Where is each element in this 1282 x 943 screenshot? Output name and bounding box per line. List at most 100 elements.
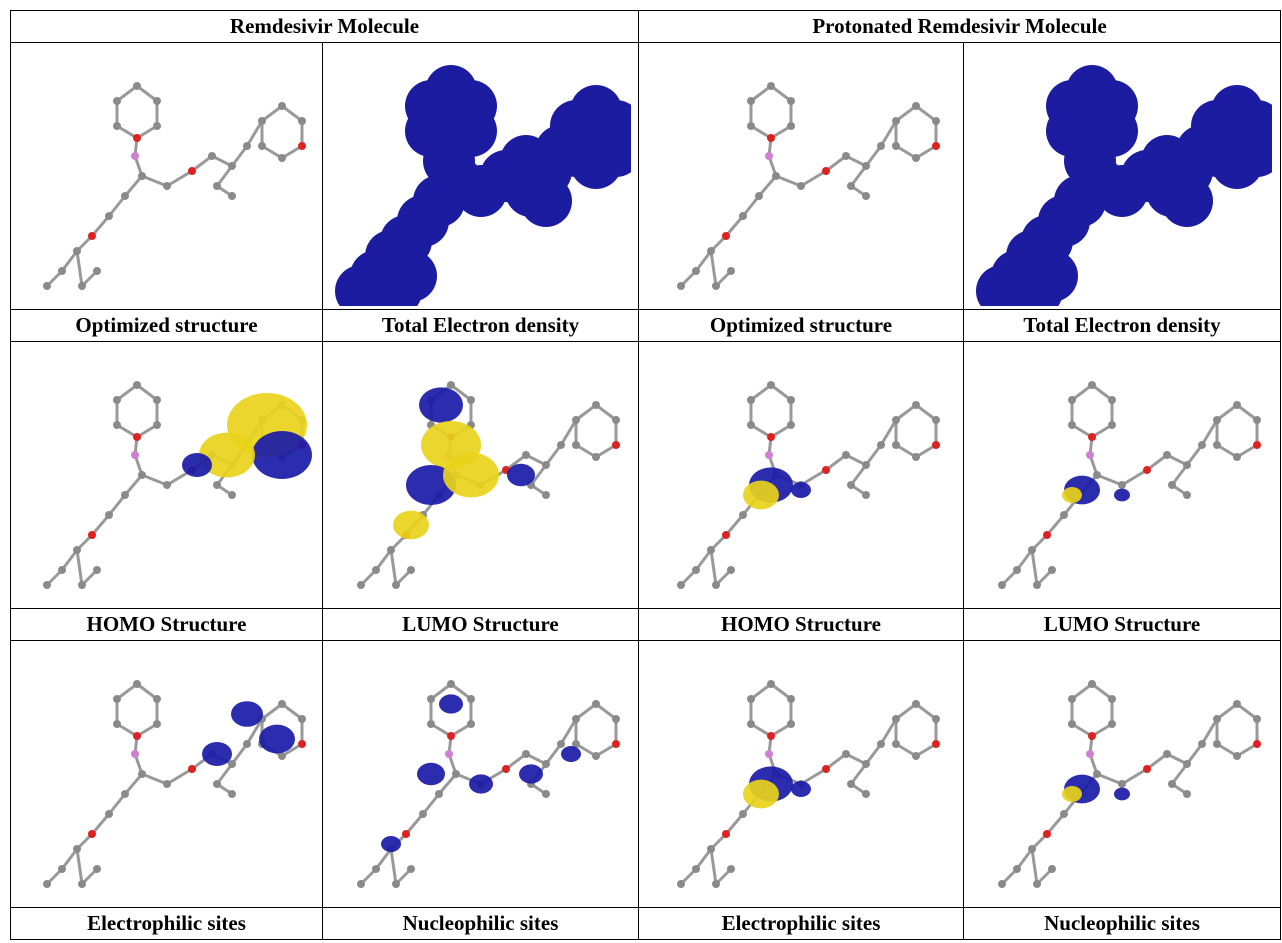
atom — [1233, 700, 1241, 708]
atom — [862, 192, 870, 200]
atom — [727, 267, 735, 275]
atom — [998, 581, 1006, 589]
atom — [1233, 752, 1241, 760]
atom — [228, 760, 236, 768]
atom — [912, 401, 920, 409]
atom — [847, 182, 855, 190]
molecule-image — [11, 43, 323, 310]
atom — [1253, 715, 1261, 723]
orbital-lobe — [791, 482, 811, 498]
surface-lobe — [1191, 125, 1243, 177]
orbital-lobe — [743, 481, 779, 510]
atom — [1088, 732, 1096, 740]
orbital-lobe — [202, 742, 232, 766]
atom — [912, 752, 920, 760]
atom — [707, 546, 715, 554]
atom — [592, 752, 600, 760]
atom — [131, 152, 139, 160]
atom — [1143, 765, 1151, 773]
atom — [447, 732, 455, 740]
atom — [402, 830, 410, 838]
orbital-lobe — [231, 701, 263, 727]
atom — [1108, 421, 1116, 429]
atom — [392, 581, 400, 589]
atom — [692, 865, 700, 873]
density-surface — [976, 65, 1272, 306]
atom — [1183, 760, 1191, 768]
atom — [542, 461, 550, 469]
atom — [58, 566, 66, 574]
molecule-drawing — [972, 46, 1272, 306]
molecule-image — [639, 641, 964, 908]
atom — [739, 511, 747, 519]
bond — [77, 849, 82, 884]
density-surface — [335, 65, 631, 306]
atom — [912, 700, 920, 708]
surface-lobe — [520, 175, 572, 227]
atom — [739, 810, 747, 818]
atom — [105, 212, 113, 220]
atom — [1168, 780, 1176, 788]
atom — [43, 581, 51, 589]
atom — [765, 750, 773, 758]
bond — [77, 550, 82, 585]
atom — [892, 117, 900, 125]
atom — [1088, 680, 1096, 688]
atom — [228, 162, 236, 170]
atom — [502, 765, 510, 773]
atom — [542, 760, 550, 768]
atom — [73, 845, 81, 853]
atom — [692, 267, 700, 275]
atom — [892, 416, 900, 424]
atom — [278, 102, 286, 110]
atom — [163, 481, 171, 489]
atom — [133, 680, 141, 688]
atom — [747, 720, 755, 728]
atom — [138, 172, 146, 180]
surface-lobe — [1046, 80, 1098, 132]
bond — [1097, 475, 1122, 485]
atom — [372, 865, 380, 873]
column-header: Protonated Remdesivir Molecule — [639, 11, 1281, 43]
atom — [747, 97, 755, 105]
molecule-drawing — [17, 46, 317, 306]
atom — [407, 865, 415, 873]
atom — [78, 282, 86, 290]
molecule-image — [323, 43, 639, 310]
atom — [213, 780, 221, 788]
atom — [153, 720, 161, 728]
surface-lobe — [405, 80, 457, 132]
atom — [1048, 566, 1056, 574]
atom — [787, 421, 795, 429]
atom — [1013, 865, 1021, 873]
bond — [142, 475, 167, 485]
molecule-image — [964, 641, 1281, 908]
atom — [592, 700, 600, 708]
bond — [881, 420, 896, 445]
molecule-drawing — [331, 46, 631, 306]
molecule-drawing — [331, 644, 631, 904]
caption: Nucleophilic sites — [323, 908, 639, 940]
atom — [932, 740, 940, 748]
atom — [93, 865, 101, 873]
atom — [747, 396, 755, 404]
atom — [862, 461, 870, 469]
atom — [787, 695, 795, 703]
molecule-drawing — [651, 345, 951, 605]
bond — [1032, 849, 1037, 884]
atom — [727, 865, 735, 873]
atom — [228, 790, 236, 798]
atom — [912, 453, 920, 461]
bond — [1122, 470, 1147, 485]
atom — [1183, 461, 1191, 469]
atom — [932, 142, 940, 150]
atom — [592, 453, 600, 461]
atom — [677, 880, 685, 888]
atom — [822, 466, 830, 474]
atom — [612, 441, 620, 449]
atom — [572, 715, 580, 723]
molecule-image — [639, 342, 964, 609]
atom — [557, 441, 565, 449]
bond — [881, 121, 896, 146]
atom — [692, 566, 700, 574]
